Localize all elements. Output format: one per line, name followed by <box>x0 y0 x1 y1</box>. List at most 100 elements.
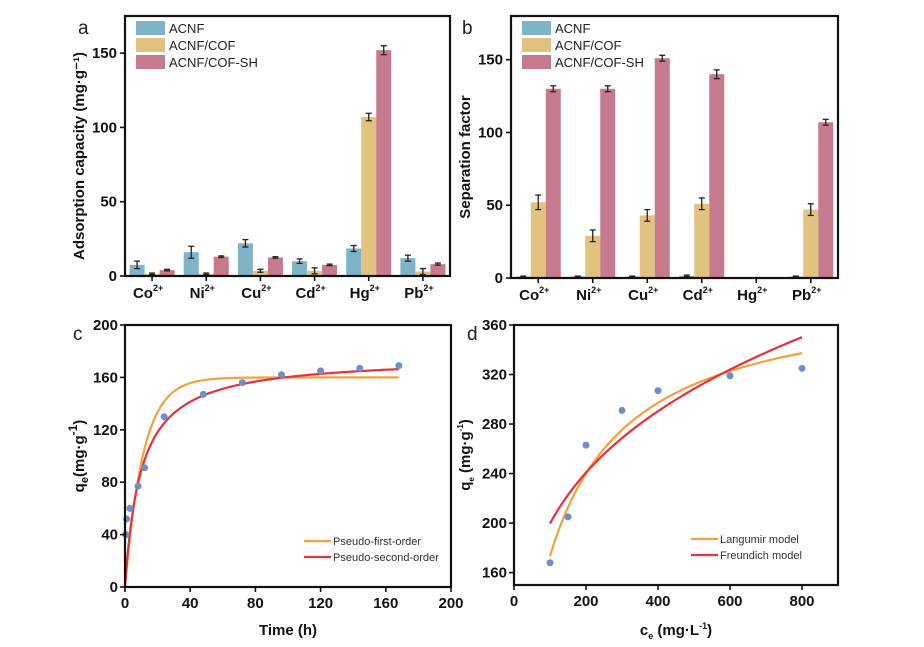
y-axis-subscript: e <box>467 477 476 482</box>
category-element: Hg <box>737 287 757 304</box>
legend-label: Pseudo-second-order <box>333 552 439 564</box>
bar-a-acnf-cof-sh-cu <box>267 257 283 276</box>
bar-b-acnf-cof-cd <box>694 203 710 278</box>
x-tick-label: 40 <box>182 595 199 612</box>
category-charge: 2+ <box>153 283 163 293</box>
category-element: Co <box>519 287 539 304</box>
bar-a-acnf-cof-cu <box>252 270 268 276</box>
y-axis-superscript: -1 <box>456 424 465 432</box>
error-bar <box>242 238 249 248</box>
bar-b-acnf-cof-cu <box>639 215 655 278</box>
x-tick-label: 120 <box>308 595 333 612</box>
error-bar <box>574 275 581 278</box>
category-charge: 2+ <box>703 285 713 295</box>
legend-swatch <box>522 21 551 35</box>
y-tick-label: 80 <box>101 474 118 491</box>
error-bar <box>350 244 357 253</box>
x-category-label: Cd2+ <box>295 283 325 302</box>
x-category-label: Ni2+ <box>576 285 601 304</box>
y-tick-label: 150 <box>478 52 503 69</box>
data-point <box>654 387 662 395</box>
y-tick-label: 120 <box>93 422 118 439</box>
x-category-label: Cu2+ <box>628 285 658 304</box>
data-point <box>798 364 806 372</box>
y-axis-unit: (mg·g <box>71 435 88 477</box>
error-bar <box>550 85 557 93</box>
data-point <box>582 441 590 449</box>
y-axis-symbol: q <box>457 482 474 491</box>
y-axis-title: Separation factor <box>457 95 474 219</box>
data-point <box>238 379 246 387</box>
bar-a-acnf-cof-sh-co <box>159 270 175 276</box>
category-element: Pb <box>404 285 423 302</box>
bar-b-acnf-cof-sh-co <box>545 88 561 279</box>
category-element: Ni <box>190 285 205 302</box>
category-element: Ni <box>576 287 591 304</box>
legend-label: ACNF/COF-SH <box>555 55 644 70</box>
category-charge: 2+ <box>757 285 767 295</box>
x-tick-label: 160 <box>373 595 398 612</box>
x-axis-unit: (mg·L <box>653 622 699 639</box>
category-charge: 2+ <box>423 283 433 293</box>
y-tick-label: 360 <box>482 317 507 334</box>
data-point <box>134 482 142 490</box>
data-point <box>160 413 168 421</box>
category-charge: 2+ <box>370 283 380 293</box>
category-charge: 2+ <box>648 285 658 295</box>
error-bar <box>164 268 171 272</box>
x-axis-title: Time (h) <box>259 622 317 639</box>
legend-label: Langumir model <box>720 534 799 546</box>
y-tick-label: 160 <box>93 369 118 386</box>
category-element: Cd <box>295 285 315 302</box>
category-element: Cu <box>241 285 261 302</box>
error-bar <box>604 85 611 93</box>
bar-a-acnf-cof-sh-pb <box>430 264 446 276</box>
error-bar <box>659 54 666 62</box>
legend-label: Freundich model <box>720 550 802 562</box>
x-tick-label: 0 <box>121 595 129 612</box>
y-axis-close: ) <box>457 419 474 424</box>
category-element: Pb <box>792 287 811 304</box>
y-tick-label: 40 <box>101 527 118 544</box>
legend-label: ACNF/COF <box>169 38 236 53</box>
data-point <box>317 367 325 375</box>
x-tick-label: 80 <box>247 595 264 612</box>
y-tick-label: 280 <box>482 416 507 433</box>
x-tick-label: 400 <box>645 593 670 610</box>
y-tick-label: 100 <box>92 119 117 136</box>
legend-label: ACNF <box>555 21 590 36</box>
error-bar <box>326 263 333 267</box>
bar-a-acnf-ni <box>183 252 199 276</box>
bar-b-acnf-cof-sh-pb <box>818 122 834 278</box>
bar-a-acnf-pb <box>400 258 416 276</box>
fit-line-pseudo-second-order <box>123 368 399 588</box>
y-tick-label: 240 <box>482 466 507 483</box>
category-element: Co <box>133 285 153 302</box>
plot-frame-b <box>509 14 840 280</box>
x-tick-label: 800 <box>789 593 814 610</box>
error-bar <box>434 262 441 266</box>
panel-label: d <box>467 324 478 345</box>
bar-a-acnf-cof-hg <box>361 117 377 277</box>
data-point <box>564 513 572 521</box>
x-tick-label: 0 <box>510 593 518 610</box>
legend-label: ACNF <box>169 21 204 36</box>
error-bar <box>629 275 636 278</box>
error-bar <box>535 194 542 211</box>
error-bar <box>365 112 372 122</box>
y-axis-symbol: q <box>71 483 88 492</box>
error-bar <box>822 118 829 126</box>
y-axis-title: qe(mg·g-1) <box>66 420 91 493</box>
x-tick-label: 200 <box>573 593 598 610</box>
y-tick-label: 100 <box>478 124 503 141</box>
data-point <box>277 371 285 379</box>
x-axis-close: ) <box>707 622 712 639</box>
error-bar <box>713 69 720 80</box>
bar-a-acnf-cd <box>292 261 308 276</box>
bar-a-acnf-cof-sh-cd <box>322 264 338 276</box>
error-bar <box>272 256 279 259</box>
bar-a-acnf-cof-sh-hg <box>376 50 392 276</box>
error-bar <box>380 45 387 56</box>
